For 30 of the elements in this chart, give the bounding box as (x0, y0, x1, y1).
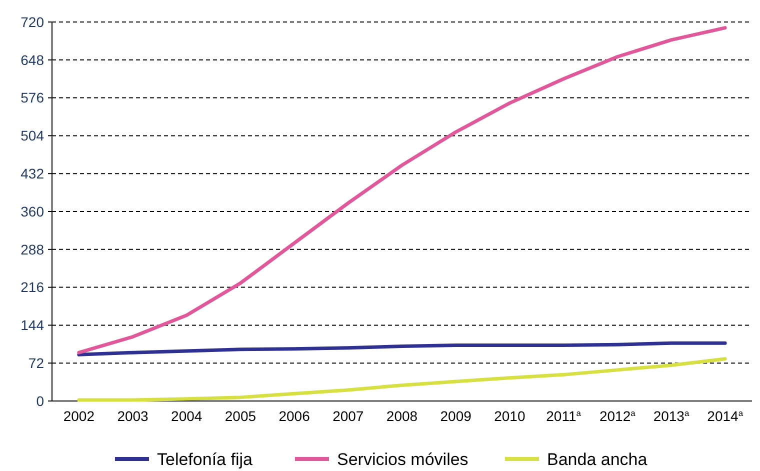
x-tick-label: 2006 (278, 408, 310, 424)
x-tick-label: 2005 (224, 408, 256, 424)
y-tick-label: 720 (20, 14, 44, 30)
line-series (77, 357, 727, 402)
legend-label: Servicios móviles (337, 450, 468, 469)
y-tick-label: 288 (20, 241, 44, 258)
x-tick-label: 2013$^{a}$ (653, 408, 690, 424)
x-tick-label: 2012$^{a}$ (599, 408, 636, 424)
y-tick-label: 72 (28, 355, 44, 371)
line-series (77, 341, 727, 356)
x-tick-label: 2010 (494, 408, 526, 424)
x-tick-label: 2014$^{a}$ (707, 408, 744, 424)
x-tick-label: 2003 (117, 408, 149, 424)
x-tick-label: 2008 (386, 408, 418, 424)
y-tick-label: 576 (20, 90, 44, 106)
y-tick-label: 648 (20, 52, 44, 68)
y-tick-label: 504 (20, 128, 44, 144)
y-tick-label: 360 (20, 203, 44, 220)
x-tick-label: 2011$^{a}$ (546, 408, 582, 424)
x-tick-label: 2002 (63, 408, 95, 424)
y-tick-label: 432 (20, 166, 44, 182)
y-tick-label: 216 (20, 279, 44, 296)
line-series (77, 26, 727, 354)
x-tick-label: 2007 (332, 408, 364, 424)
x-tick-label: 2004 (171, 408, 202, 424)
legend-label: Telefonía fija (157, 450, 253, 469)
x-tick-label: 2009 (440, 408, 472, 424)
y-tick-label: 144 (20, 317, 44, 334)
y-tick-label: 0 (36, 392, 44, 409)
legend-label: Banda ancha (547, 450, 648, 469)
